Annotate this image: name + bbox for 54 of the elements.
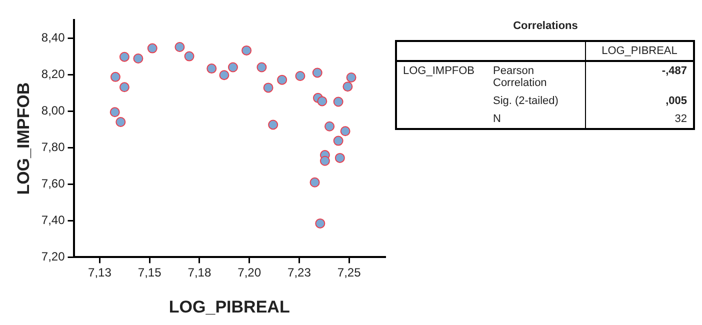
x-axis-title: LOG_PIBREAL [168, 297, 290, 316]
point [116, 116, 126, 127]
point [342, 82, 353, 92]
x-tick-label: 7,23 [288, 266, 312, 280]
x-tick-label: 7,25 [337, 266, 362, 280]
x-tick-label: 7,20 [238, 266, 262, 280]
point [320, 156, 330, 166]
text: Correlations [512, 20, 579, 32]
text: ,005 [586, 92, 694, 110]
point [324, 121, 335, 132]
point [312, 68, 322, 78]
text: -,487 [586, 61, 694, 92]
point [317, 96, 328, 106]
point [219, 70, 230, 80]
y-tick-label: 8,40 [41, 30, 66, 45]
point [119, 82, 130, 92]
point [315, 218, 326, 228]
point [184, 51, 194, 62]
point [333, 96, 344, 107]
point [119, 52, 130, 62]
point [268, 120, 278, 130]
point [174, 42, 185, 52]
point [110, 107, 120, 118]
x-tick-label: 7,13 [88, 266, 112, 280]
point [256, 62, 267, 72]
point [263, 82, 274, 93]
text: LOG_IMPFOB [402, 64, 476, 79]
x-tick-label: 7,18 [188, 266, 212, 280]
point [346, 72, 356, 82]
point [206, 64, 217, 74]
point [340, 126, 350, 136]
y-tick-label: 7,60 [41, 176, 66, 191]
text: LOG_PIBREAL [586, 41, 694, 61]
point [334, 152, 345, 163]
x-tick-label: 7,15 [138, 266, 162, 280]
y-axis-title: LOG_IMPFOB [14, 82, 33, 195]
point [295, 71, 306, 82]
text: 32 [586, 110, 694, 129]
text: N [492, 112, 502, 127]
text: Sig. (2-tailed) [492, 94, 560, 109]
y-tick-label: 7,40 [41, 213, 66, 228]
point [310, 177, 320, 188]
point [277, 74, 288, 85]
y-tick-label: 8,20 [41, 67, 66, 82]
y-tick-label: 8,00 [41, 104, 66, 118]
point [333, 136, 344, 146]
point [147, 43, 158, 54]
text: Pearson Correlation [492, 64, 548, 91]
point [133, 54, 144, 64]
y-tick-label: 7,20 [41, 250, 66, 264]
point [242, 45, 252, 56]
y-tick-label: 7,80 [41, 140, 66, 154]
point [228, 62, 238, 72]
point [110, 72, 120, 82]
